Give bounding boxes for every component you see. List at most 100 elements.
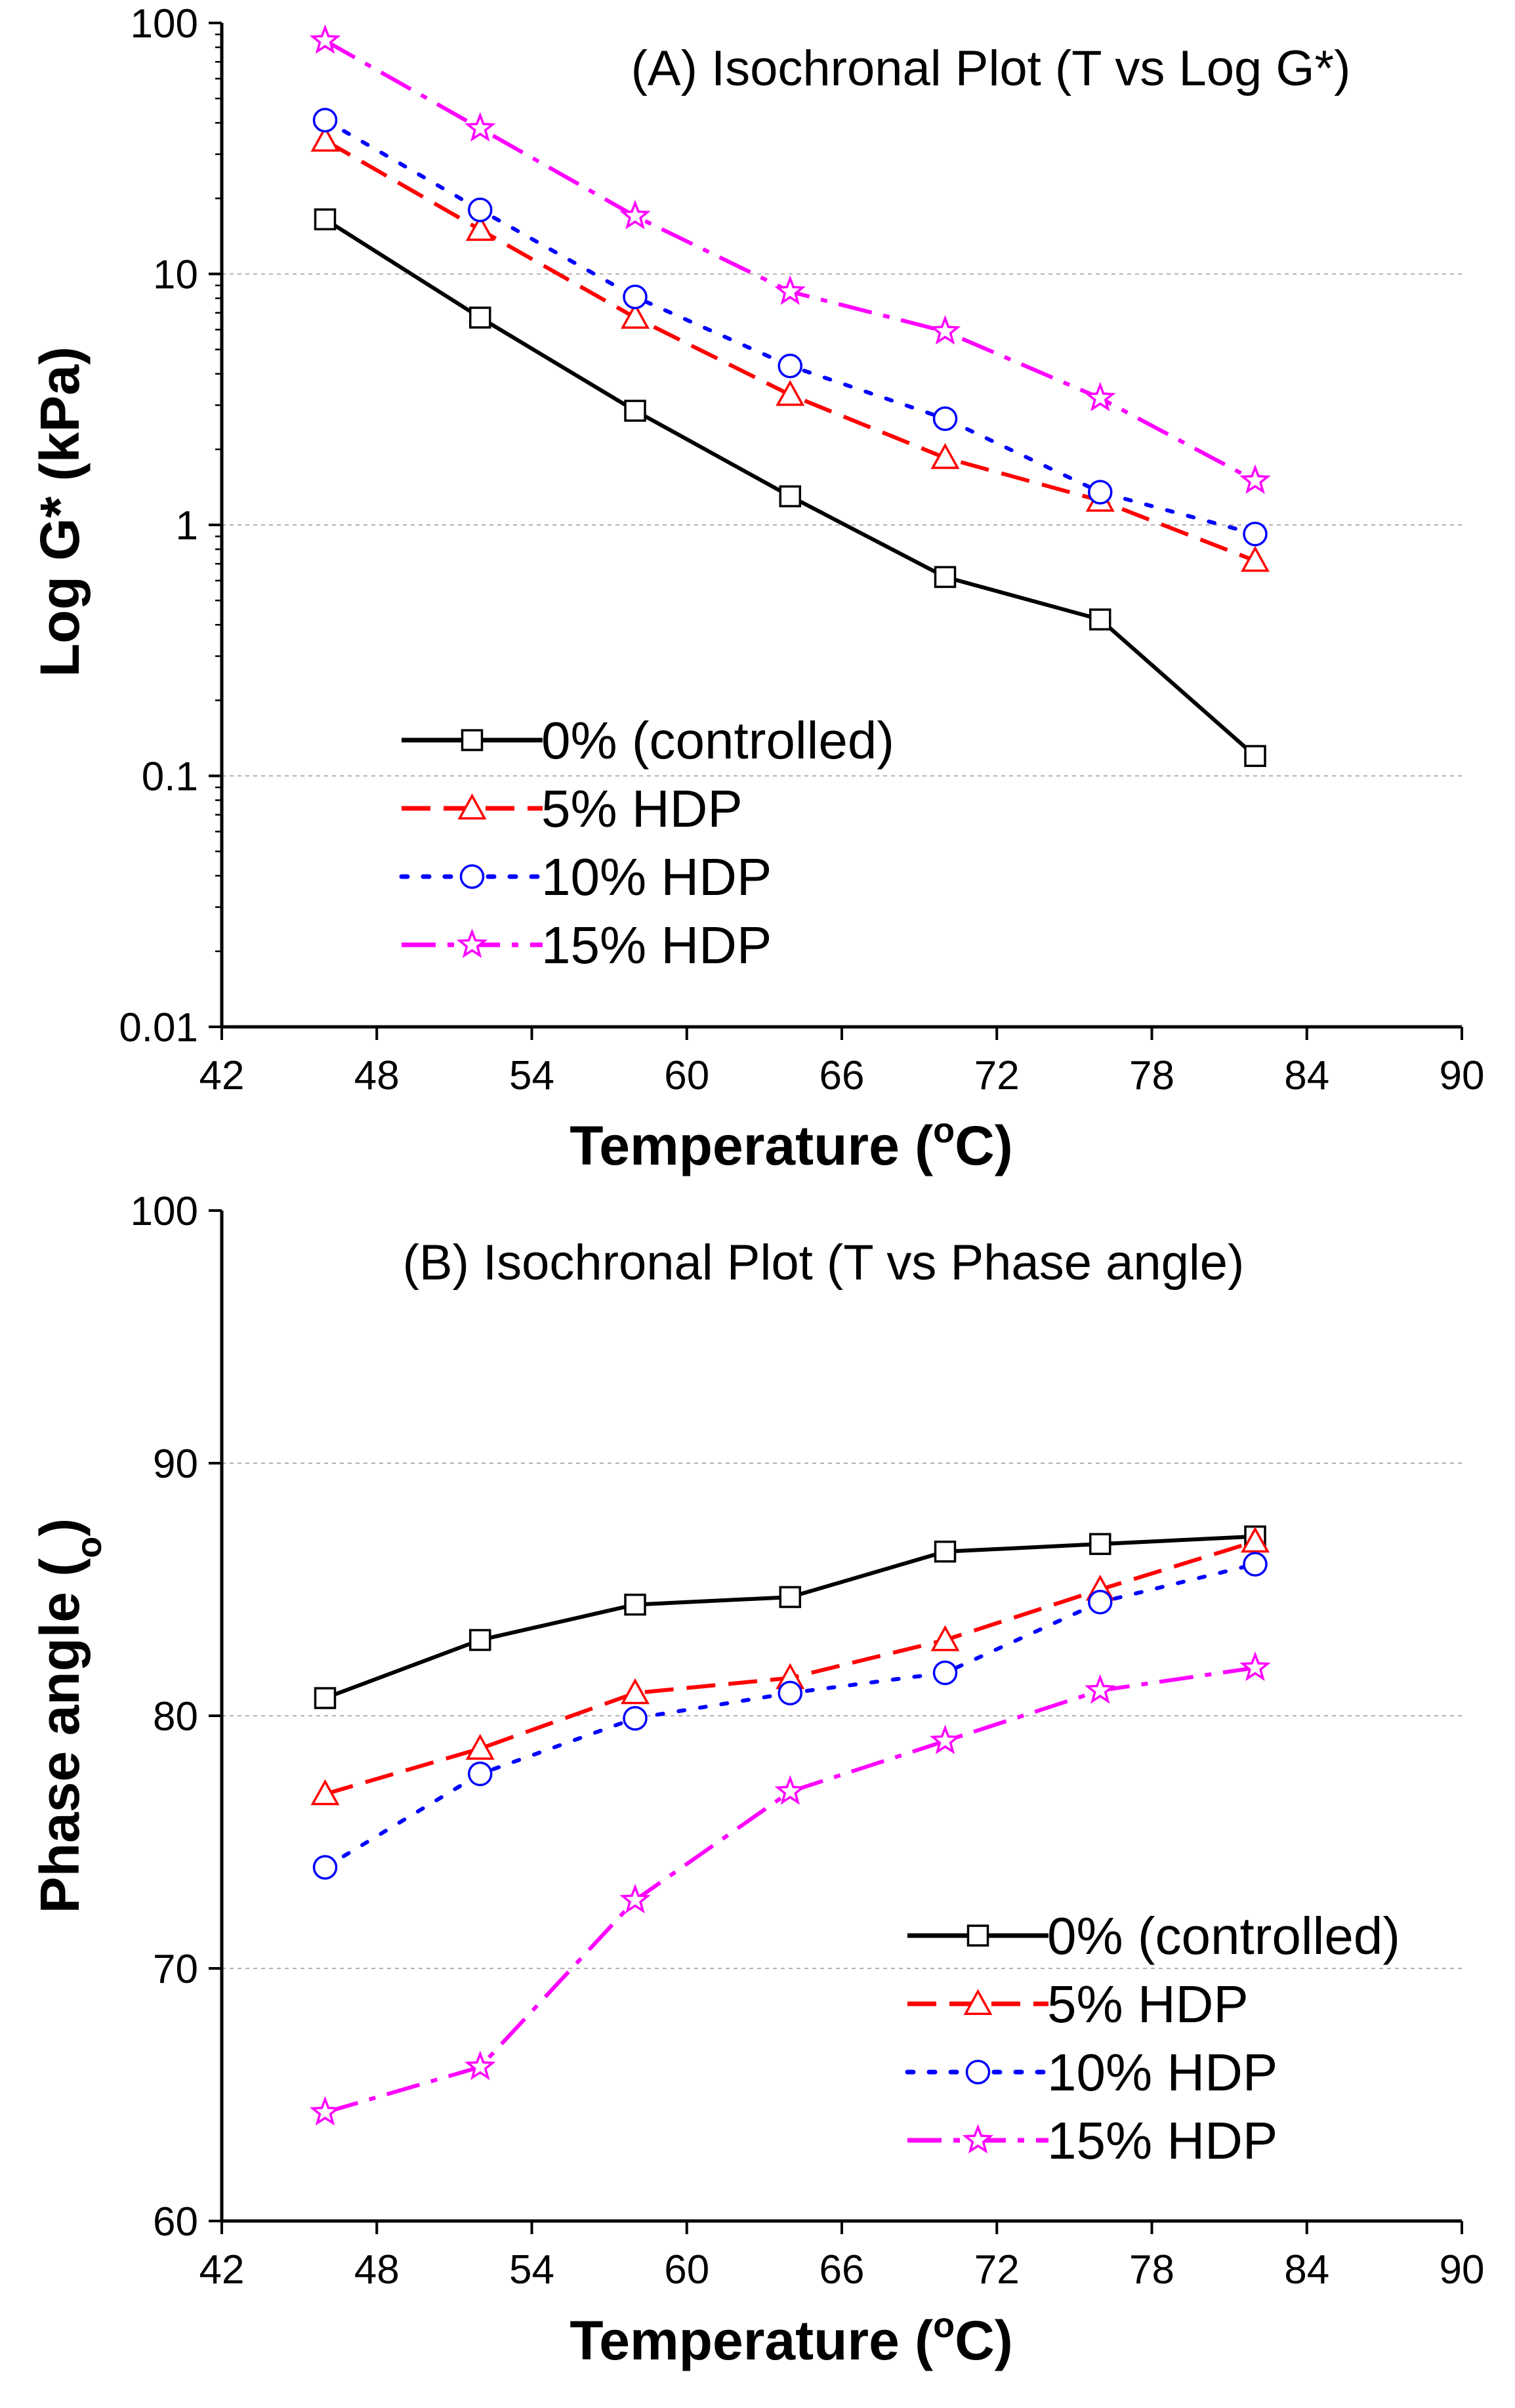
panel-a-data-point	[1239, 464, 1271, 494]
panel-b-x-tick-label: 48	[354, 2247, 400, 2293]
panel-b-y-tick-label: 90	[153, 1442, 198, 1487]
panel-a-data-point	[310, 125, 340, 152]
panel-b-y-tick-label: 60	[153, 2199, 198, 2245]
panel-a-y-tick-label: 100	[131, 1, 198, 47]
panel-b-phase-angle: 0% (controlled) 5% HDP 10% HDP 15% HDP 42 48…	[29, 1189, 1484, 2371]
panel-b-data-point	[1241, 1526, 1270, 1553]
panel-b-data-point	[932, 1660, 958, 1686]
panel-b-legend-item: 10% HDP	[905, 2043, 1277, 2102]
panel-a-legend-marker	[461, 729, 484, 751]
panel-a-data-point	[621, 302, 650, 329]
panel-b-data-point	[623, 1706, 648, 1731]
panel-a-data-point	[1089, 608, 1111, 631]
panel-b-data-point	[929, 1724, 961, 1754]
panel-a-series	[309, 24, 1271, 767]
panel-b-y-tick-label: 100	[131, 1189, 198, 1234]
panel-b-data-point	[310, 1779, 340, 1806]
panel-b-gridlines	[222, 1463, 1462, 1969]
panel-a-legend-item: 10% HDP	[399, 848, 772, 906]
panel-b-legend-label: 10% HDP	[1047, 2043, 1277, 2102]
panel-a-data-point	[930, 443, 960, 469]
panel-b-x-axis-title: Temperature (oC)	[570, 2306, 1013, 2371]
panel-a-x-tick-label: 72	[974, 1053, 1020, 1098]
panel-b-legend-item: 5% HDP	[907, 1975, 1249, 2033]
panel-b-data-point	[314, 1687, 337, 1709]
panel-a-data-point	[314, 208, 337, 231]
panel-a-legend: 0% (controlled) 5% HDP 10% HDP 15% HDP	[399, 711, 894, 974]
panel-a-legend-marker	[456, 928, 488, 959]
panel-b-series	[309, 1525, 1271, 2126]
panel-b-legend-marker	[963, 1989, 993, 2015]
panel-b-x-tick-label: 66	[820, 2247, 865, 2293]
panel-b-data-point	[1088, 1590, 1113, 1615]
panel-a-data-point	[624, 400, 646, 422]
panel-b-data-point	[621, 1678, 650, 1705]
panel-a-data-point	[469, 306, 491, 329]
panel-a-x-tick-label: 42	[199, 1053, 245, 1098]
panel-b-data-point	[778, 1680, 802, 1706]
panel-a-data-point	[465, 112, 496, 142]
panel-b-data-point	[468, 1761, 493, 1787]
panel-b-x-tick-label: 78	[1129, 2247, 1174, 2293]
panel-b-legend-label: 0% (controlled)	[1047, 1907, 1400, 1965]
panel-a-data-point	[1088, 480, 1113, 505]
panel-a-data-point	[776, 380, 805, 406]
panel-a-data-point	[778, 353, 802, 379]
panel-b-data-point	[624, 1593, 646, 1616]
panel-b-legend-label: 5% HDP	[1047, 1975, 1249, 2033]
panel-b-legend-item: 0% (controlled)	[907, 1907, 1400, 1965]
panel-b-data-point	[1243, 1552, 1268, 1577]
panel-b-legend-marker	[965, 2060, 991, 2085]
panel-a-data-point	[1244, 745, 1266, 767]
panel-a-legend-item: 5% HDP	[402, 779, 743, 838]
panel-a-legend-item: 15% HDP	[402, 916, 772, 974]
panel-a-legend-label: 0% (controlled)	[541, 711, 894, 770]
panel-a-data-point	[779, 485, 801, 508]
panel-a-data-point	[619, 199, 651, 230]
panel-b-data-point	[774, 1775, 806, 1805]
panel-a-y-tick-label: 1	[176, 503, 198, 549]
panel-a-y-tick-label: 0.1	[142, 755, 198, 800]
panel-a-y-tick-label: 10	[153, 253, 198, 298]
panel-b-data-point	[779, 1586, 801, 1608]
panel-b-legend-item: 15% HDP	[907, 2111, 1277, 2170]
panel-b-x-tick-label: 60	[664, 2247, 709, 2293]
panel-a-x-axis-title: Temperature (oC)	[570, 1111, 1013, 1176]
panel-b-x-tick-label: 90	[1440, 2247, 1485, 2293]
panel-b-data-point	[465, 1733, 495, 1760]
panel-b-ticks: 42 48 54 60 66 72 78 84 90 60 70 80 90 100	[131, 1189, 1485, 2293]
panel-b-data-point	[1085, 1674, 1116, 1704]
panel-b-legend-marker	[966, 1924, 989, 1947]
panel-b-data-point	[934, 1541, 957, 1563]
panel-a-data-point	[774, 275, 806, 305]
panel-a-legend-marker	[459, 864, 485, 889]
panel-b-legend-label: 15% HDP	[1047, 2111, 1277, 2170]
panel-b-data-point	[1239, 1651, 1271, 1681]
panel-a-data-point	[1241, 545, 1270, 572]
panel-b-legend: 0% (controlled) 5% HDP 10% HDP 15% HDP	[905, 1907, 1400, 2170]
panel-a-x-tick-label: 78	[1129, 1053, 1174, 1098]
panel-b-y-tick-label: 80	[153, 1694, 198, 1739]
panel-a-legend-label: 15% HDP	[541, 916, 772, 974]
panel-a-x-tick-label: 60	[664, 1053, 709, 1098]
panel-a-data-point	[465, 215, 495, 241]
panel-a-log-g-star: 0% (controlled) 5% HDP 10% HDP 15% HDP 42 48…	[29, 1, 1484, 1176]
panel-a-data-point	[468, 197, 493, 222]
panel-a-data-point	[623, 284, 648, 310]
panel-b-data-point	[465, 2050, 496, 2081]
panel-b-x-tick-label: 54	[509, 2247, 554, 2293]
panel-a-legend-label: 10% HDP	[541, 848, 772, 906]
panel-a-x-tick-label: 48	[354, 1053, 400, 1098]
panel-b-x-tick-label: 84	[1284, 2247, 1329, 2293]
panel-a-x-tick-label: 84	[1284, 1053, 1329, 1098]
panel-a-data-point	[309, 24, 341, 54]
panel-a-data-point	[934, 566, 957, 589]
panel-a-title: (A) Isochronal Plot (T vs Log G*)	[631, 41, 1351, 96]
panel-a-y-axis-title: Log G* (kPa)	[29, 346, 91, 677]
panel-b-legend-marker	[962, 2124, 994, 2154]
panel-a-data-point	[932, 406, 958, 431]
panel-b-x-tick-label: 42	[199, 2247, 245, 2293]
panel-b-data-point	[619, 1884, 651, 1914]
panel-a-data-point	[1085, 381, 1116, 412]
